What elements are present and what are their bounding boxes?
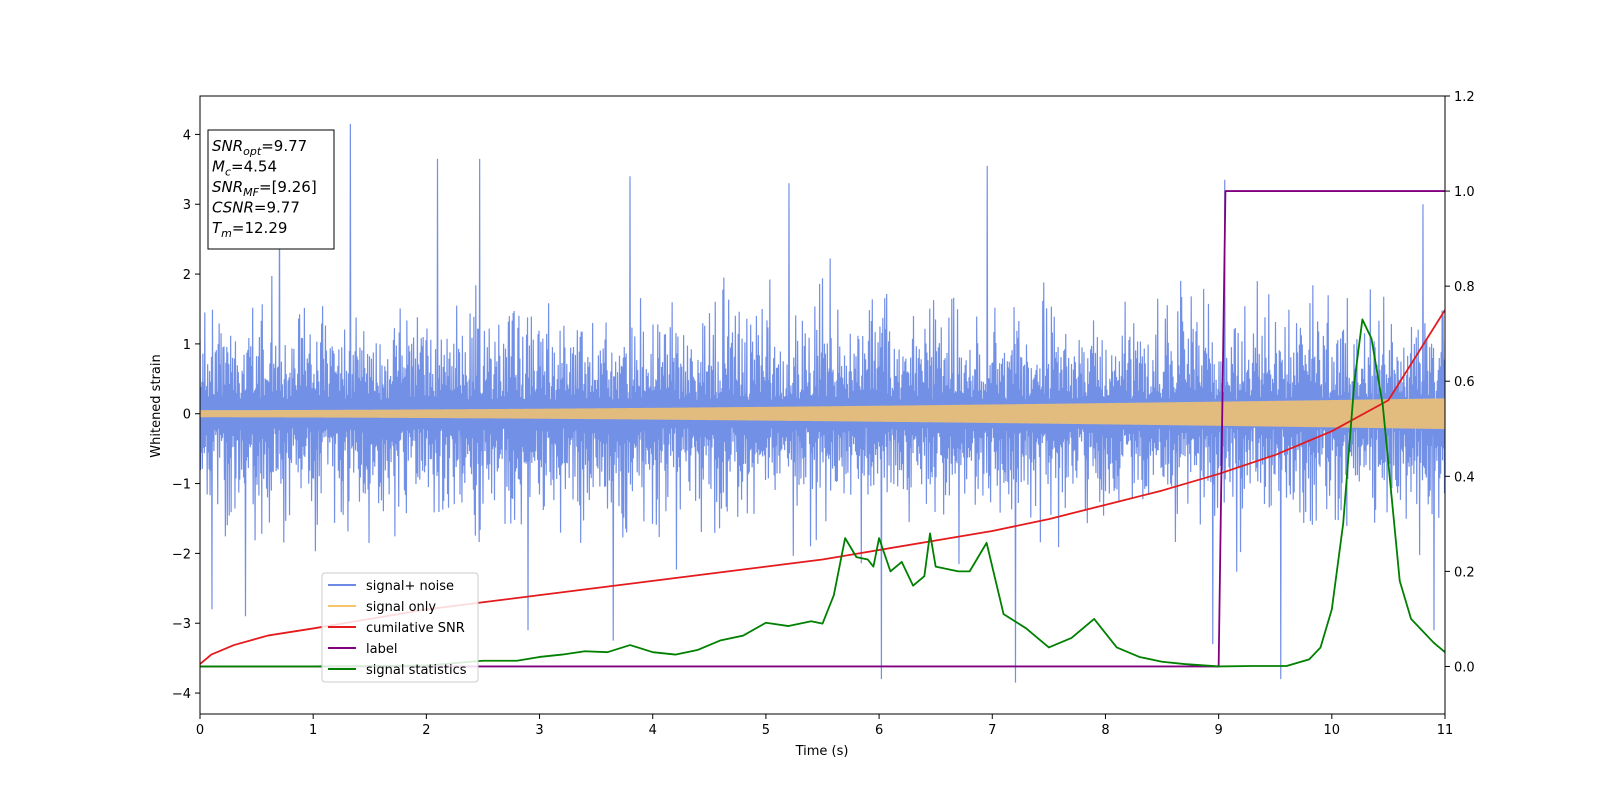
series-signal-only: [200, 398, 1445, 430]
y2-tick-label: 0.6: [1454, 375, 1475, 390]
y2-tick-label: 1.0: [1454, 185, 1475, 200]
x-tick-label: 11: [1437, 723, 1454, 738]
annotation-line: Tm=12.29: [212, 219, 287, 240]
x-tick-label: 5: [762, 723, 770, 738]
x-axis: 0 1 2 3 4 5 6 7 8 9 10 11: [196, 714, 1453, 738]
annotation-line: SNRMF=[9.26]: [212, 178, 317, 199]
annotation-line: SNRopt=9.77: [212, 137, 307, 158]
y2-tick-label: 1.2: [1454, 90, 1475, 105]
y-tick-label: −3: [172, 617, 191, 632]
x-tick-label: 3: [535, 723, 543, 738]
legend-frame: [321, 572, 479, 683]
annotation-line: CSNR=9.77: [212, 199, 300, 217]
x-tick-label: 10: [1324, 723, 1341, 738]
y2-tick-label: 0.2: [1454, 565, 1475, 580]
y2-tick-label: 0.8: [1454, 280, 1475, 295]
x-tick-label: 2: [422, 723, 430, 738]
y2-tick-label: 0.0: [1454, 660, 1475, 675]
y-tick-label: 2: [183, 268, 191, 283]
annotation-frame: [207, 129, 335, 250]
y2-tick-label: 0.4: [1454, 470, 1475, 485]
x-tick-label: 4: [649, 723, 657, 738]
legend: signal+ noise signal only cumilative SNR la…: [321, 572, 479, 683]
legend-entry: signal statistics: [366, 663, 467, 678]
y-tick-label: −2: [172, 547, 191, 562]
y-tick-label: −1: [172, 478, 191, 493]
y-axis-label: Whitened strain: [149, 354, 164, 457]
annotation-line: Mc=4.54: [212, 158, 277, 179]
series-signal-statistics: [200, 318, 1445, 668]
legend-entry: cumilative SNR: [366, 621, 465, 636]
x-tick-label: 9: [1214, 723, 1222, 738]
x-tick-label: 7: [988, 723, 996, 738]
y-tick-label: 0: [183, 408, 191, 423]
legend-entry: signal+ noise: [366, 579, 454, 594]
legend-entry: label: [366, 642, 397, 657]
series-cumulative-snr: [200, 309, 1445, 665]
plot-frame: [199, 95, 1446, 715]
series-layer: [200, 123, 1445, 683]
legend-entry: signal only: [366, 600, 436, 615]
x-tick-label: 8: [1101, 723, 1109, 738]
y-tick-label: 1: [183, 338, 191, 353]
y-tick-label: 4: [183, 128, 191, 143]
y-tick-label: 3: [183, 198, 191, 213]
y-axis-left: −4 −3 −2 −1 0 1 2 3 4: [172, 128, 200, 702]
x-tick-label: 0: [196, 723, 204, 738]
x-tick-label: 6: [875, 723, 883, 738]
y-axis-right: 0.0 0.2 0.4 0.6 0.8 1.0 1.2: [1445, 90, 1475, 675]
series-label: [200, 190, 1445, 668]
x-tick-label: 1: [309, 723, 317, 738]
y-tick-label: −4: [172, 687, 191, 702]
x-axis-label: Time (s): [795, 744, 849, 759]
